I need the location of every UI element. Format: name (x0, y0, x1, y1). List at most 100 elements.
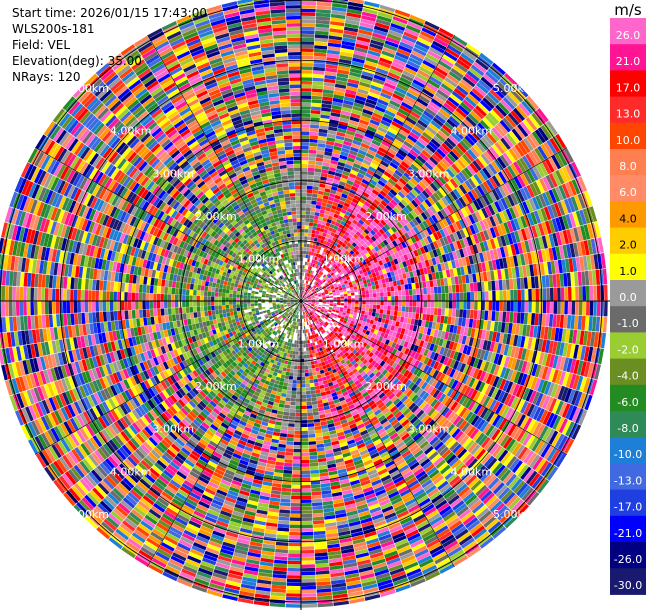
velocity-gate (373, 208, 381, 215)
velocity-gate (337, 248, 342, 254)
velocity-gate (311, 99, 322, 104)
velocity-gate (492, 502, 506, 516)
velocity-gate (435, 177, 444, 188)
velocity-gate (566, 343, 572, 358)
velocity-gate (523, 336, 530, 349)
velocity-gate (399, 375, 406, 383)
velocity-gate (441, 293, 446, 301)
velocity-gate (415, 40, 430, 50)
velocity-gate (301, 286, 303, 291)
velocity-gate (516, 429, 526, 442)
velocity-gate (365, 240, 371, 247)
velocity-gate (310, 204, 316, 209)
velocity-gate (407, 381, 415, 390)
velocity-gate (388, 360, 395, 367)
velocity-gate (491, 428, 501, 441)
velocity-gate (369, 297, 373, 301)
velocity-gate (385, 151, 395, 159)
velocity-gate (370, 328, 375, 334)
velocity-gate (376, 301, 381, 305)
velocity-gate (587, 362, 594, 378)
velocity-gate (430, 120, 442, 130)
velocity-gate (376, 166, 386, 174)
velocity-gate (460, 121, 472, 133)
velocity-gate (479, 370, 487, 382)
velocity-gate (574, 272, 579, 287)
velocity-gate (403, 421, 412, 430)
velocity-gate (461, 169, 470, 180)
velocity-gate (477, 487, 490, 500)
velocity-gate (425, 218, 432, 227)
velocity-gate (473, 528, 488, 540)
velocity-gate (358, 270, 364, 275)
velocity-gate (301, 459, 310, 464)
velocity-gate (503, 368, 511, 380)
velocity-gate (427, 294, 431, 301)
velocity-gate (579, 256, 585, 271)
velocity-gate (303, 250, 307, 255)
velocity-gate (408, 191, 416, 200)
velocity-gate (301, 214, 306, 218)
velocity-gate (388, 383, 395, 390)
velocity-gate (470, 264, 476, 274)
velocity-gate (443, 140, 454, 150)
velocity-gate (344, 301, 348, 304)
velocity-gate (324, 188, 331, 193)
velocity-gate (359, 356, 366, 362)
velocity-gate (404, 362, 411, 370)
velocity-gate (317, 284, 321, 288)
velocity-gate (377, 373, 384, 380)
velocity-gate (309, 455, 318, 460)
velocity-gate (419, 440, 429, 450)
velocity-gate (326, 203, 332, 209)
velocity-gate (483, 229, 490, 241)
velocity-gate (460, 469, 472, 481)
velocity-gate (429, 205, 437, 215)
velocity-gate (357, 248, 363, 254)
velocity-gate (407, 364, 414, 372)
velocity-gate (420, 91, 433, 101)
velocity-gate (344, 315, 349, 319)
velocity-gate (378, 270, 384, 276)
velocity-gate (541, 235, 548, 249)
velocity-gate (493, 237, 500, 249)
velocity-gate (454, 381, 462, 391)
velocity-gate (323, 214, 329, 219)
velocity-gate (561, 403, 571, 418)
velocity-gate (315, 208, 321, 213)
velocity-gate (440, 208, 448, 218)
velocity-gate (532, 422, 543, 436)
velocity-gate (365, 307, 369, 312)
velocity-gate (545, 412, 555, 427)
velocity-gate (426, 125, 437, 136)
velocity-gate (435, 477, 447, 488)
velocity-gate (314, 382, 319, 387)
velocity-gate (314, 41, 328, 46)
velocity-gate (462, 283, 467, 293)
velocity-gate (289, 412, 296, 417)
velocity-gate (432, 232, 440, 241)
velocity-gate (322, 312, 327, 316)
velocity-gate (494, 142, 505, 155)
velocity-gate (301, 66, 313, 71)
velocity-gate (365, 322, 370, 327)
velocity-gate (280, 495, 291, 500)
velocity-gate (423, 267, 428, 275)
velocity-gate (485, 217, 493, 229)
velocity-gate (372, 227, 379, 234)
velocity-gate (577, 392, 586, 408)
velocity-gate (459, 450, 470, 462)
velocity-gate (548, 398, 557, 412)
velocity-gate (410, 277, 415, 284)
velocity-gate (378, 60, 391, 69)
velocity-gate (502, 117, 514, 131)
velocity-gate (425, 53, 440, 63)
velocity-gate (315, 563, 329, 568)
velocity-gate (378, 415, 386, 422)
velocity-gate (516, 189, 525, 203)
velocity-gate (570, 315, 575, 330)
velocity-gate (414, 435, 425, 444)
velocity-gate (423, 245, 429, 253)
velocity-gate (403, 278, 408, 285)
velocity-gate (312, 222, 318, 227)
